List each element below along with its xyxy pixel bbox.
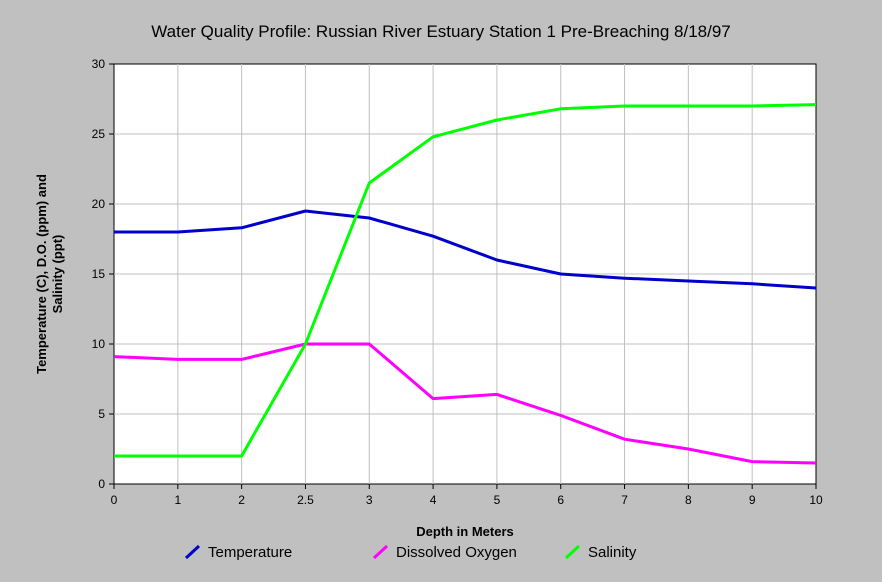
y-tick-label: 0 [98, 477, 105, 491]
legend-swatch-dissolved-oxygen [372, 544, 389, 560]
x-tick-label: 9 [749, 493, 756, 507]
y-axis-label-line1: Temperature (C), D.O. (ppm) and [34, 174, 49, 374]
legend-label-dissolved-oxygen: Dissolved Oxygen [396, 544, 517, 561]
series-lines [113, 103, 817, 465]
x-tick-label: 5 [494, 493, 501, 507]
y-axis-label: Temperature (C), D.O. (ppm) and Salinity… [34, 174, 65, 374]
legend-swatch-salinity [564, 544, 581, 560]
legend-swatch-temperature [184, 544, 201, 560]
chart-title: Water Quality Profile: Russian River Est… [151, 22, 731, 41]
y-tick-label: 25 [92, 127, 106, 141]
x-tick-label: 8 [685, 493, 692, 507]
x-tick-label: 4 [430, 493, 437, 507]
legend-label-temperature: Temperature [208, 544, 292, 561]
y-axis-label-line2: Salinity (ppt) [50, 235, 65, 314]
series-line-salinity [114, 103, 817, 458]
y-tick-label: 10 [92, 337, 106, 351]
x-tick-label: 7 [621, 493, 628, 507]
x-axis-label: Depth in Meters [416, 524, 514, 539]
x-tick-label: 3 [366, 493, 373, 507]
x-tick-label: 1 [174, 493, 181, 507]
x-tick-label: 6 [557, 493, 564, 507]
y-tick-label: 5 [98, 407, 105, 421]
x-tick-label: 10 [809, 493, 823, 507]
series-line-temperature [114, 209, 817, 290]
legend: Temperature Dissolved Oxygen Salinity [184, 544, 637, 561]
x-tick-label: 0 [111, 493, 118, 507]
y-tick-label: 20 [92, 197, 106, 211]
series-line-dissolved-oxygen [113, 342, 817, 465]
y-tick-label: 15 [92, 267, 106, 281]
y-tick-label: 30 [92, 57, 106, 71]
legend-label-salinity: Salinity [588, 544, 637, 561]
x-tick-label: 2 [238, 493, 245, 507]
x-tick-label: 2.5 [297, 493, 314, 507]
axis-ticks: 0 1 2 2.5 3 4 5 6 7 8 9 10 0 5 10 15 20 25 30 [92, 57, 823, 507]
